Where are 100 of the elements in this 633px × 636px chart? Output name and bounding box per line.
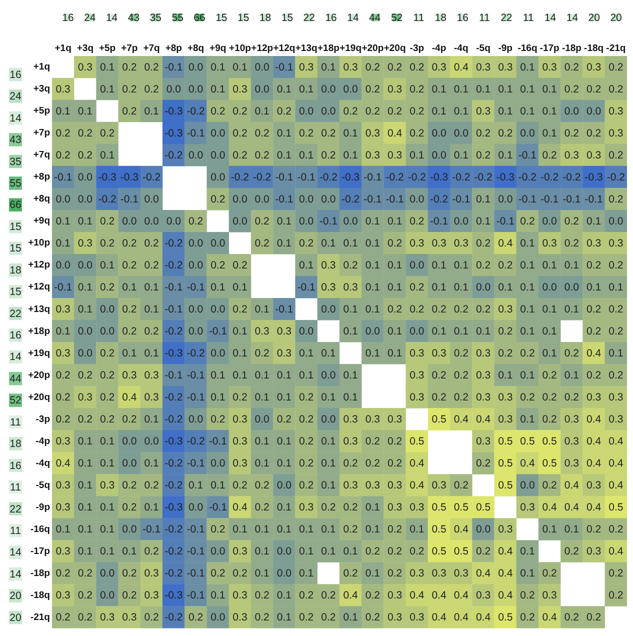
data-label: 0.2 [564,348,580,360]
data-label: 0.2 [343,260,358,272]
data-label: -0.1 [275,171,294,184]
data-label: 0.2 [276,105,292,118]
data-label: -0.2 [430,193,448,206]
data-label: -0.1 [186,392,205,404]
data-label: 0.0 [254,414,270,426]
data-label: 0.3 [122,612,137,624]
data-label: 0.1 [254,546,270,558]
data-label: 0.0 [56,193,71,206]
data-label: 0.2 [144,83,159,96]
data-label: 0.2 [210,414,226,426]
data-label: 0.1 [365,304,380,316]
data-label: 0.1 [365,524,380,536]
data-label: 0.3 [232,546,248,558]
data-label: -0.2 [342,193,360,206]
data-label: 0.1 [276,127,292,140]
y-tick-label: -21q [30,612,50,623]
y-tick-label: -9p [36,502,50,513]
data-label: 0.1 [542,304,558,316]
data-label: -0.1 [54,171,72,184]
data-label: 0.3 [608,237,624,250]
data-label: 0.3 [387,612,402,624]
data-label: 0.1 [144,414,159,426]
data-label: 0.2 [387,568,402,580]
data-label: 0.2 [343,458,358,470]
data-label: 0.1 [210,83,226,96]
data-label: 0.2 [520,590,535,602]
data-label: -0.1 [186,590,205,602]
data-label: 0.3 [365,480,380,492]
data-label: 0.1 [498,370,513,382]
data-label: 0.1 [100,546,115,558]
data-label: -0.2 [164,458,183,470]
data-label: 0.1 [299,524,314,536]
data-label: 0.0 [476,282,491,294]
data-label: 0.1 [254,304,270,316]
data-label: 0.1 [78,436,93,448]
data-label: -0.1 [319,215,338,228]
data-label: 0.1 [321,348,336,360]
data-label: 0.0 [321,83,336,96]
data-label: 0.3 [564,414,580,426]
data-label: 0.4 [454,524,469,536]
data-label: -0.3 [164,436,183,448]
data-label: -0.1 [496,215,515,228]
data-label: 0.3 [564,458,580,470]
data-label: 0.2 [564,237,580,250]
data-label: 0.1 [432,260,446,272]
data-label: 0.4 [387,127,402,140]
data-label: 0.3 [254,326,270,338]
data-label: -0.3 [164,105,183,118]
data-label: 0.4 [542,612,558,624]
data-label: 0.2 [321,590,336,602]
data-label: 0.0 [299,105,314,118]
data-label: 0.2 [365,458,380,470]
data-label: 0.2 [299,480,314,492]
data-label: 0.1 [498,149,513,162]
data-label: 0.3 [78,392,93,404]
data-label: 0.2 [410,215,424,228]
data-label: 0.2 [564,61,580,74]
data-label: 0.4 [542,502,558,514]
data-label: 15 [238,12,250,24]
data-label: 0.0 [254,61,270,74]
data-label: 0.2 [122,568,137,580]
x-tick-label: +18p [317,42,340,54]
data-label: -0.2 [186,105,205,118]
data-label: 0.3 [542,61,558,74]
data-label: 0.1 [586,215,602,228]
x-tick-label: +3q [76,42,94,54]
data-label: 0.0 [321,370,336,382]
data-label: 0.3 [542,590,558,602]
data-label: 0.0 [188,502,204,514]
data-label: 0.4 [476,568,491,580]
data-label: 0.4 [564,480,580,492]
data-label: 0.1 [210,590,226,602]
data-label: 0.4 [410,480,424,492]
data-label: 0.0 [188,237,204,250]
data-label: 0.1 [144,304,159,316]
data-label: -0.2 [164,237,183,250]
data-label: 0.1 [321,392,336,404]
data-label: -0.1 [208,326,228,338]
data-label: 16 [10,330,22,342]
data-label: 0.3 [343,282,358,294]
data-label: 0.2 [476,458,491,470]
data-label: 0.1 [321,480,336,492]
y-tick-label: +5p [33,106,50,117]
x-tick-label: +13q [295,42,318,54]
data-label: 0.3 [232,414,248,426]
data-label: 0.2 [254,480,270,492]
data-label: 0.2 [586,83,602,96]
data-label: 0.0 [410,193,424,206]
data-label: 0.4 [476,612,491,624]
data-label: 0.2 [498,127,513,140]
data-label: 0.2 [608,590,624,602]
data-label: 0.1 [254,458,270,470]
data-label: 0.1 [254,568,270,580]
data-label: 0.0 [498,193,513,206]
data-label: 0.0 [343,215,358,228]
data-label: 0.3 [343,61,358,74]
data-label: 0.2 [564,392,580,404]
data-label: 11 [10,524,22,537]
